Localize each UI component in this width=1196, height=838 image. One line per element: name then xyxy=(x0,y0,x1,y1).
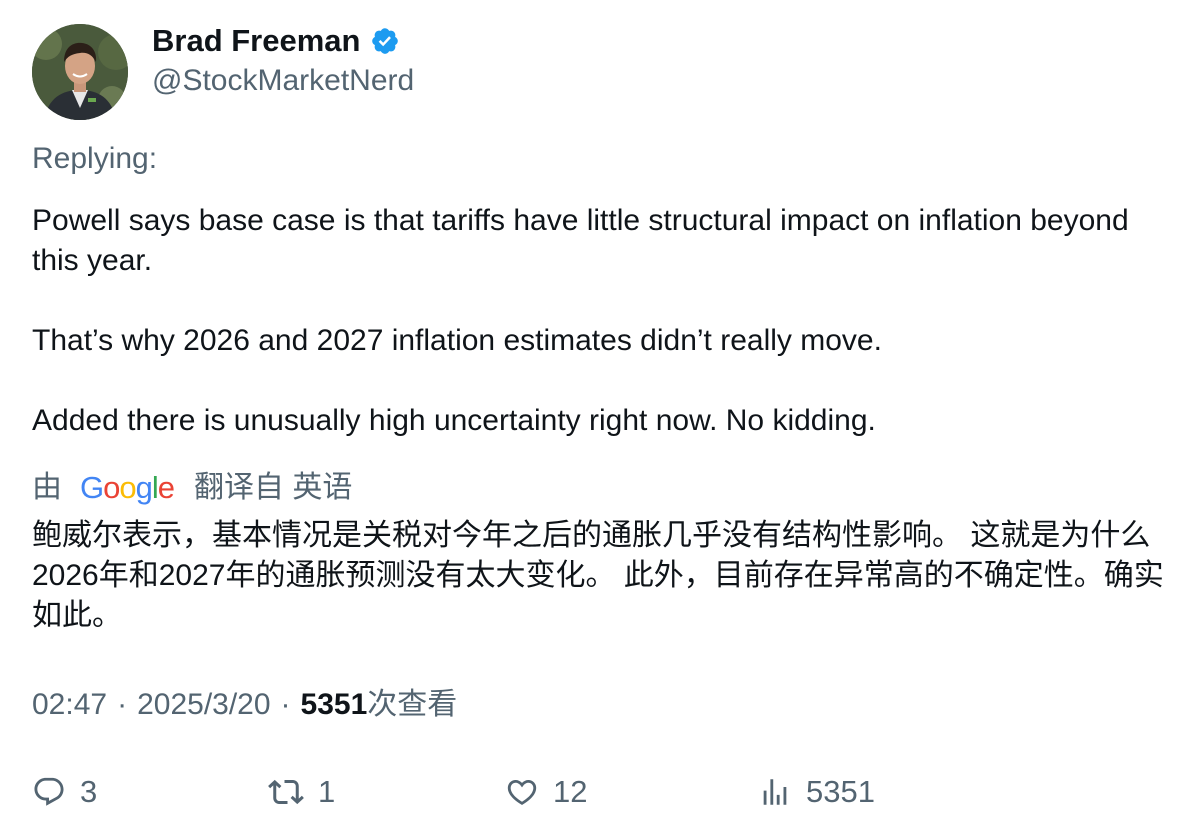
google-logo: Google xyxy=(80,470,175,505)
like-count: 12 xyxy=(553,774,588,809)
views-button[interactable]: 5351 xyxy=(758,772,875,812)
tweet-paragraph: That’s why 2026 and 2027 inflation estim… xyxy=(32,324,882,357)
verified-badge-icon[interactable] xyxy=(370,26,400,56)
reply-count: 3 xyxy=(80,774,98,809)
views-label: 次查看 xyxy=(367,688,458,721)
author-name-row: Brad Freeman xyxy=(152,22,400,60)
views-count: 5351 xyxy=(300,688,368,721)
tweet-meta: 02:47 · 2025/3/20 · 5351 次查看 xyxy=(32,685,457,725)
retweet-icon xyxy=(268,774,304,810)
like-button[interactable]: 12 xyxy=(505,772,587,812)
author-handle[interactable]: @StockMarketNerd xyxy=(152,64,415,97)
retweet-button[interactable]: 1 xyxy=(268,772,335,812)
tweet-date[interactable]: 2025/3/20 xyxy=(137,688,271,721)
action-bar: 3 1 12 5351 xyxy=(32,772,1132,816)
meta-separator: · xyxy=(117,688,128,721)
retweet-count: 1 xyxy=(318,774,336,809)
avatar[interactable] xyxy=(32,24,128,120)
translated-text: 鲍威尔表示，基本情况是关税对今年之后的通胀几乎没有结构性影响。 这就是为什么20… xyxy=(32,519,1164,632)
translated-from-label[interactable]: 翻译自 英语 xyxy=(194,471,353,504)
tweet-paragraph: Added there is unusually high uncertaint… xyxy=(32,404,876,437)
translation-attribution: 由 Google 翻译自 英语 xyxy=(32,468,352,508)
tweet-time[interactable]: 02:47 xyxy=(32,688,108,721)
translated-by-label: 由 xyxy=(32,471,62,504)
views-bar-chart-icon xyxy=(758,775,792,809)
reply-button[interactable]: 3 xyxy=(32,772,97,812)
heart-icon xyxy=(505,775,539,809)
tweet-text: Powell says base case is that tariffs ha… xyxy=(32,201,1152,441)
replying-label: Replying: xyxy=(32,142,158,175)
avatar-photo xyxy=(32,24,128,120)
tweet-paragraph: Powell says base case is that tariffs ha… xyxy=(32,204,1129,277)
author-display-name[interactable]: Brad Freeman xyxy=(152,23,361,58)
views-action-count: 5351 xyxy=(806,774,875,809)
reply-bubble-icon xyxy=(32,775,66,809)
meta-separator: · xyxy=(280,688,291,721)
